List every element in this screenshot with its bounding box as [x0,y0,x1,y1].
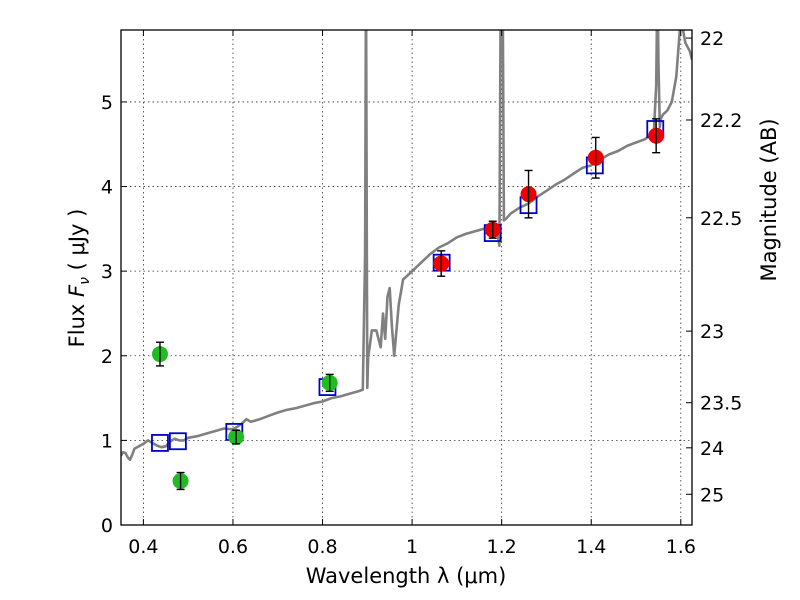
magnitude-tick-label: 23 [700,321,724,343]
y-label-subscript: ν [77,277,93,285]
plot-frame [120,29,693,526]
y-tick-label: 3 [101,261,113,283]
x-tick-label: 1.4 [576,536,606,558]
y-axis-label: Flux Fν ( μJy ) [65,209,93,348]
magnitude-tick-label: 24 [700,438,724,460]
x-tick-label: 1.6 [666,536,696,558]
magnitude-tick-label: 22 [700,28,724,50]
y-tick-label: 5 [101,92,113,114]
x-axis-label: Wavelength λ (μm) [306,564,507,588]
model-box-point [151,434,169,452]
magnitude-tick-label: 23.5 [700,393,742,415]
model-box-point [168,432,187,451]
spectrum-line [121,30,692,462]
x-tick-label: 1 [406,536,418,558]
x-tick-label: 0.4 [128,536,158,558]
y-label-prefix: Flux [65,297,89,347]
plot-series [121,30,692,491]
magnitude-tick-label: 22.5 [700,208,742,230]
y-tick-label: 4 [101,177,113,199]
y-tick-label: 2 [101,346,113,368]
x-tick-label: 1.2 [487,536,517,558]
y-tick-label: 0 [101,515,113,537]
y-label-suffix: ( μJy ) [65,209,89,277]
y-tick-label: 1 [101,430,113,452]
magnitude-axis-label: Magnitude (AB) [757,118,781,281]
axes: 0.4 0.6 0.8 1 1.2 1.4 1.60123452222.222.52323.… [101,28,742,558]
grid-lines [121,30,692,526]
magnitude-tick-label: 22.2 [700,110,742,132]
x-tick-label: 0.8 [307,536,337,558]
magnitude-tick-label: 25 [700,484,724,506]
x-tick-label: 0.6 [218,536,248,558]
y-label-symbol: F [65,284,89,297]
